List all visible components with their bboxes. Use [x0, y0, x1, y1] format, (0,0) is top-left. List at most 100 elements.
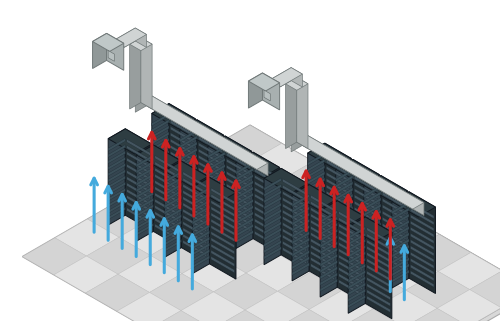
Polygon shape	[339, 242, 362, 259]
Polygon shape	[136, 93, 146, 112]
Polygon shape	[354, 170, 378, 186]
Polygon shape	[392, 270, 409, 283]
Polygon shape	[348, 276, 366, 289]
Polygon shape	[170, 139, 194, 155]
Polygon shape	[282, 235, 306, 251]
Polygon shape	[410, 246, 434, 262]
Polygon shape	[226, 184, 250, 200]
Polygon shape	[308, 143, 325, 239]
Polygon shape	[367, 290, 390, 306]
Polygon shape	[152, 132, 169, 145]
Polygon shape	[336, 181, 353, 194]
Polygon shape	[170, 133, 194, 149]
Polygon shape	[278, 273, 342, 309]
Polygon shape	[254, 206, 278, 223]
Polygon shape	[348, 252, 366, 264]
Polygon shape	[404, 308, 468, 321]
Polygon shape	[248, 73, 280, 91]
Polygon shape	[198, 187, 222, 203]
Polygon shape	[382, 223, 406, 240]
Polygon shape	[236, 152, 253, 248]
Polygon shape	[367, 296, 390, 312]
Polygon shape	[367, 228, 390, 244]
Polygon shape	[208, 189, 225, 202]
Polygon shape	[236, 187, 253, 199]
Polygon shape	[282, 229, 306, 245]
Polygon shape	[180, 198, 197, 211]
Polygon shape	[211, 225, 234, 242]
Polygon shape	[336, 206, 353, 219]
Polygon shape	[211, 207, 234, 223]
Polygon shape	[410, 252, 434, 268]
Polygon shape	[180, 120, 197, 216]
Polygon shape	[254, 194, 278, 210]
Polygon shape	[291, 132, 424, 209]
Polygon shape	[226, 146, 250, 163]
Polygon shape	[226, 178, 250, 194]
Polygon shape	[136, 173, 154, 186]
Polygon shape	[342, 272, 406, 309]
Polygon shape	[382, 236, 406, 252]
Polygon shape	[292, 185, 336, 210]
Polygon shape	[264, 90, 270, 101]
Polygon shape	[292, 231, 309, 244]
Polygon shape	[326, 216, 350, 232]
Polygon shape	[152, 104, 169, 200]
Polygon shape	[336, 213, 353, 225]
Polygon shape	[438, 253, 500, 290]
Polygon shape	[22, 125, 500, 321]
Polygon shape	[392, 226, 409, 239]
Polygon shape	[354, 195, 378, 211]
Polygon shape	[320, 248, 338, 261]
Polygon shape	[86, 237, 150, 274]
Polygon shape	[155, 193, 178, 209]
Polygon shape	[226, 203, 250, 219]
Polygon shape	[180, 192, 197, 204]
Polygon shape	[367, 252, 390, 269]
Polygon shape	[198, 199, 222, 215]
Polygon shape	[152, 182, 169, 195]
Polygon shape	[281, 169, 307, 270]
Polygon shape	[108, 163, 126, 176]
Polygon shape	[208, 177, 225, 189]
Polygon shape	[155, 199, 178, 215]
Polygon shape	[309, 291, 373, 321]
Polygon shape	[211, 219, 234, 235]
Polygon shape	[348, 245, 366, 258]
Polygon shape	[381, 176, 407, 277]
Polygon shape	[170, 126, 194, 143]
Polygon shape	[364, 198, 381, 211]
Polygon shape	[208, 208, 225, 221]
Polygon shape	[170, 170, 194, 187]
Polygon shape	[136, 167, 154, 180]
Polygon shape	[208, 152, 225, 165]
Polygon shape	[164, 189, 182, 202]
Polygon shape	[392, 220, 409, 233]
Polygon shape	[211, 244, 234, 260]
Polygon shape	[226, 190, 250, 206]
Polygon shape	[180, 160, 197, 173]
Polygon shape	[339, 273, 362, 290]
Polygon shape	[254, 231, 278, 247]
Polygon shape	[170, 114, 194, 130]
Polygon shape	[311, 264, 334, 280]
Polygon shape	[88, 200, 152, 237]
Polygon shape	[410, 271, 434, 287]
Polygon shape	[364, 176, 381, 272]
Polygon shape	[198, 149, 222, 165]
Polygon shape	[136, 145, 180, 170]
Polygon shape	[336, 225, 353, 238]
Polygon shape	[226, 165, 250, 182]
Polygon shape	[325, 143, 351, 245]
Polygon shape	[339, 230, 362, 246]
Polygon shape	[127, 139, 150, 156]
Polygon shape	[308, 221, 325, 234]
Polygon shape	[108, 207, 126, 220]
Polygon shape	[236, 152, 280, 178]
Polygon shape	[180, 186, 197, 198]
Polygon shape	[183, 221, 206, 238]
Polygon shape	[180, 167, 197, 179]
Polygon shape	[226, 209, 250, 225]
Polygon shape	[198, 136, 222, 153]
Polygon shape	[302, 132, 424, 216]
